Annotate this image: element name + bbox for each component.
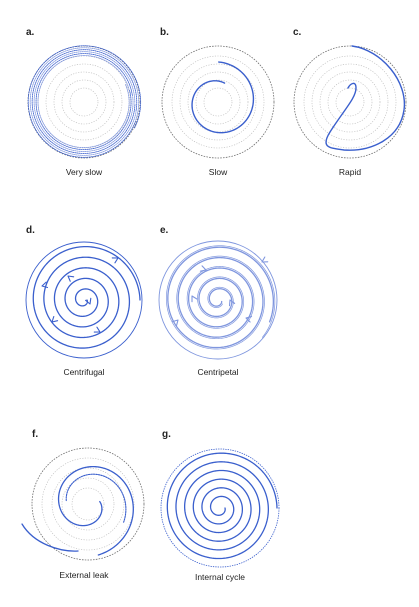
panel-b: b. Slow (160, 27, 275, 177)
spiral-a-ring (27, 45, 142, 158)
panel-d-spiral (25, 241, 143, 359)
direction-arrow (51, 316, 59, 323)
panel-g: g. Internal cycle (160, 429, 280, 582)
spiral-e-outer-ring (158, 240, 278, 360)
guide-circle (195, 79, 241, 125)
panel-c-caption: Rapid (339, 167, 361, 177)
panel-c-guide-circles (293, 45, 407, 159)
panel-g-letter: g. (162, 429, 171, 440)
spiral-a-ring (31, 49, 138, 154)
guide-circle (31, 447, 145, 561)
panel-f-letter: f. (32, 429, 38, 440)
spiral-f-dotted-arc (65, 473, 127, 523)
direction-arrow (67, 275, 75, 282)
panel-f-caption: External leak (59, 570, 109, 580)
direction-arrow (171, 319, 179, 327)
panel-f-spiral (21, 465, 134, 556)
panel-a-caption: Very slow (66, 167, 103, 177)
panel-b-letter: b. (160, 27, 169, 38)
panel-b-spiral (191, 61, 255, 134)
panel-a-spiral (27, 45, 142, 158)
direction-arrow (199, 265, 207, 272)
direction-arrow (93, 326, 101, 333)
spiral-f-leak-tail (21, 523, 79, 552)
direction-arrow (41, 281, 49, 289)
direction-arrow (85, 297, 92, 305)
spiral-a-ring (33, 51, 136, 152)
guide-circle (319, 71, 381, 133)
panel-f: f. External leak (21, 429, 145, 580)
panel-e-direction-arrows (171, 256, 269, 327)
panel-a: a. Very slow (26, 27, 142, 177)
guide-circle (61, 79, 107, 125)
panel-e: e. Centripetal (158, 225, 278, 377)
panel-c-letter: c. (293, 27, 302, 38)
direction-arrow (261, 256, 269, 263)
guide-circle (311, 63, 389, 141)
panel-d-caption: Centrifugal (63, 367, 104, 377)
direction-arrow (191, 295, 198, 303)
panel-d-letter: d. (26, 225, 35, 236)
guide-circle (161, 45, 275, 159)
guide-circle (179, 63, 257, 141)
guide-circle (61, 477, 115, 531)
panel-e-letter: e. (160, 225, 169, 236)
panel-b-guide-circles (161, 45, 275, 159)
guide-circle (69, 87, 99, 117)
spiral-a-ring (29, 47, 140, 156)
panel-a-letter: a. (26, 27, 35, 38)
panel-c-spiral (325, 45, 406, 151)
panel-g-caption: Internal cycle (195, 572, 245, 582)
panel-f-guide-circles (31, 447, 145, 561)
guide-circle (335, 87, 365, 117)
panel-d-direction-arrows (41, 257, 119, 333)
spiral-a-ring (37, 55, 130, 148)
panel-e-spiral (158, 240, 278, 360)
panel-e-caption: Centripetal (197, 367, 238, 377)
panel-b-caption: Slow (209, 167, 228, 177)
direction-arrow (228, 299, 236, 307)
spiral-d-outer-ring (25, 241, 143, 359)
guide-circle (41, 457, 135, 551)
spiral-g-outer-ring (160, 448, 280, 568)
spiral-g-curve (166, 452, 278, 560)
guide-circle (203, 87, 233, 117)
spiral-c-curve (325, 45, 406, 151)
spiral-f-curve (57, 465, 134, 556)
spiral-a-ring (35, 53, 133, 150)
panel-g-spiral (160, 448, 280, 568)
guide-circle (293, 45, 407, 159)
guide-circle (45, 63, 123, 141)
guide-circle (303, 55, 397, 149)
spiral-e-curve (167, 246, 275, 349)
guide-circle (37, 55, 131, 149)
guide-circle (53, 71, 115, 133)
guide-circle (327, 79, 373, 125)
panel-d: d. Centrifugal (25, 225, 143, 377)
guide-circle (171, 55, 265, 149)
spiral-b-curve (191, 61, 255, 134)
panel-c: c. Rapid (293, 27, 407, 177)
guide-circle (51, 467, 125, 541)
spiral-e-curve-echo (165, 245, 276, 350)
direction-arrow (111, 257, 119, 264)
guide-circle (71, 487, 105, 521)
direction-arrow (245, 316, 253, 323)
spiral-d-curve (32, 245, 141, 349)
